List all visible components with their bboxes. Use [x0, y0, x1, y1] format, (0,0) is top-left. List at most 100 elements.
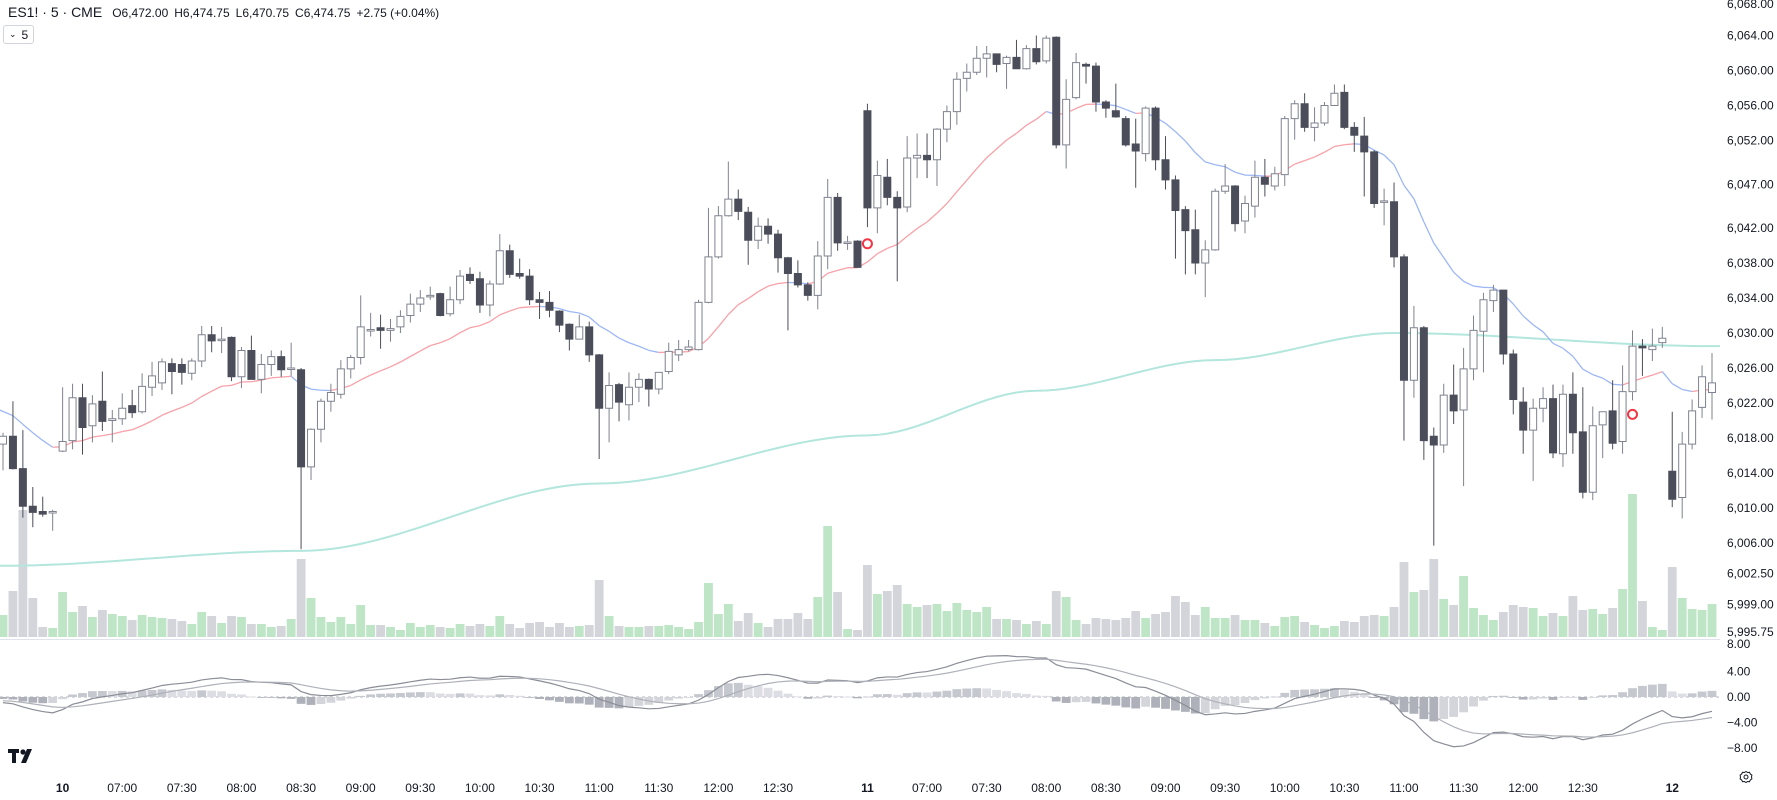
volume-bar: [1548, 613, 1558, 637]
macd-histogram-bar: [217, 691, 226, 697]
volume-bar: [1628, 494, 1637, 637]
macd-histogram-bar: [922, 692, 932, 697]
interval-dropdown[interactable]: ⌄ 5: [3, 25, 35, 44]
macd-histogram-bar: [137, 690, 147, 697]
ema-segment: [569, 310, 580, 314]
candle-body: [1131, 143, 1140, 152]
volume-bar: [1538, 616, 1548, 637]
volume-bar: [167, 619, 177, 637]
candle: [833, 193, 842, 251]
macd-axis-label: 8.00: [1727, 637, 1751, 651]
candle: [1439, 383, 1448, 453]
candle-body: [982, 53, 991, 59]
candle-body: [664, 350, 673, 372]
price-axis-label: 6,006.00: [1727, 536, 1774, 550]
volume-bar: [266, 627, 276, 637]
volume-bar: [932, 604, 942, 637]
candle: [605, 372, 614, 443]
ema-segment: [926, 212, 938, 223]
volume-bar: [823, 526, 833, 637]
candle-body: [446, 299, 455, 315]
candle: [287, 342, 296, 376]
ema-segment: [936, 203, 948, 214]
macd-histogram-bar: [872, 694, 882, 697]
candle-body: [873, 175, 882, 209]
volume-bar: [1449, 605, 1459, 637]
volume-bar: [1330, 626, 1339, 637]
candle: [128, 389, 137, 418]
ema-segment: [271, 376, 282, 379]
macd-histogram-bar: [773, 690, 783, 697]
macd-histogram-bar: [763, 687, 773, 697]
candle-body: [167, 363, 176, 372]
candle: [1310, 107, 1319, 142]
candle-body: [585, 326, 594, 356]
macd-histogram-bar: [396, 692, 405, 697]
candle: [674, 340, 683, 361]
candle: [1678, 431, 1687, 519]
ema-segment: [1344, 143, 1355, 146]
ema-segment: [648, 349, 659, 354]
macd-axis-label: 4.00: [1727, 664, 1751, 678]
macd-histogram-bar: [18, 697, 28, 702]
macd-histogram-bar: [1548, 697, 1558, 700]
long-moving-average-line: [0, 331, 1720, 567]
candle: [1479, 292, 1488, 373]
candle: [1608, 380, 1617, 450]
volume-bar: [1180, 602, 1190, 637]
settings-button[interactable]: [1738, 769, 1754, 790]
volume-bar: [564, 627, 574, 637]
ema-segment: [717, 314, 729, 328]
macd-histogram-bar: [574, 697, 584, 704]
candle: [942, 105, 951, 143]
macd-histogram-bar: [1220, 697, 1230, 706]
candle-body: [1638, 345, 1647, 349]
candle-body: [565, 323, 574, 340]
time-axis-label: 10:30: [525, 781, 555, 795]
candle-body: [1151, 107, 1160, 161]
volume-bar: [316, 617, 326, 637]
candle-body: [1509, 353, 1518, 400]
macd-histogram-bar: [1310, 689, 1319, 697]
volume-bar: [97, 610, 107, 637]
macd-histogram-bar: [1429, 697, 1439, 722]
candle-body: [98, 400, 107, 422]
candle-body: [1141, 107, 1150, 155]
candle-body: [1320, 105, 1329, 124]
volume-bar: [743, 613, 753, 637]
macd-histogram-bar: [843, 696, 852, 698]
ema-segment: [1125, 108, 1136, 114]
candle: [406, 293, 415, 323]
tradingview-logo[interactable]: [8, 748, 38, 769]
candle: [1002, 55, 1011, 89]
candle: [1688, 399, 1697, 450]
macd-histogram-bar: [1141, 697, 1151, 707]
candle: [1459, 347, 1468, 487]
macd-histogram-bar: [1647, 684, 1657, 697]
candle: [386, 319, 395, 342]
volume-bar: [1399, 562, 1409, 637]
macd-histogram-bar: [167, 689, 177, 697]
macd-histogram-bar: [1002, 691, 1011, 697]
candle-body: [823, 196, 832, 257]
volume-bar: [1667, 567, 1677, 637]
candle-body: [1499, 289, 1508, 355]
candle-body: [555, 310, 564, 326]
price-axis-label: 6,026.00: [1727, 361, 1774, 375]
candle-body: [78, 397, 87, 428]
candle: [227, 336, 236, 382]
time-axis-label: 12:00: [703, 781, 733, 795]
symbol-title[interactable]: ES1! · 5 · CME: [8, 4, 102, 20]
ema-segment: [1572, 355, 1584, 370]
candle-body: [744, 211, 753, 241]
volume-bar: [1320, 628, 1329, 637]
volume-bar: [1489, 620, 1498, 637]
candle: [585, 321, 594, 362]
ema-segment: [559, 307, 570, 313]
candle: [1648, 328, 1657, 361]
macd-histogram-bar: [1320, 688, 1329, 697]
macd-histogram-bar: [1200, 697, 1210, 714]
macd-histogram-bar: [694, 694, 703, 697]
high-label: H: [174, 6, 183, 20]
